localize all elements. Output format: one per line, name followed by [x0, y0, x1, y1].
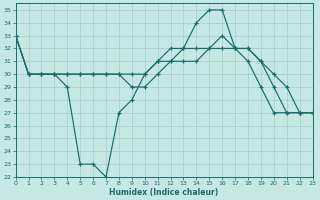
X-axis label: Humidex (Indice chaleur): Humidex (Indice chaleur) [109, 188, 219, 197]
